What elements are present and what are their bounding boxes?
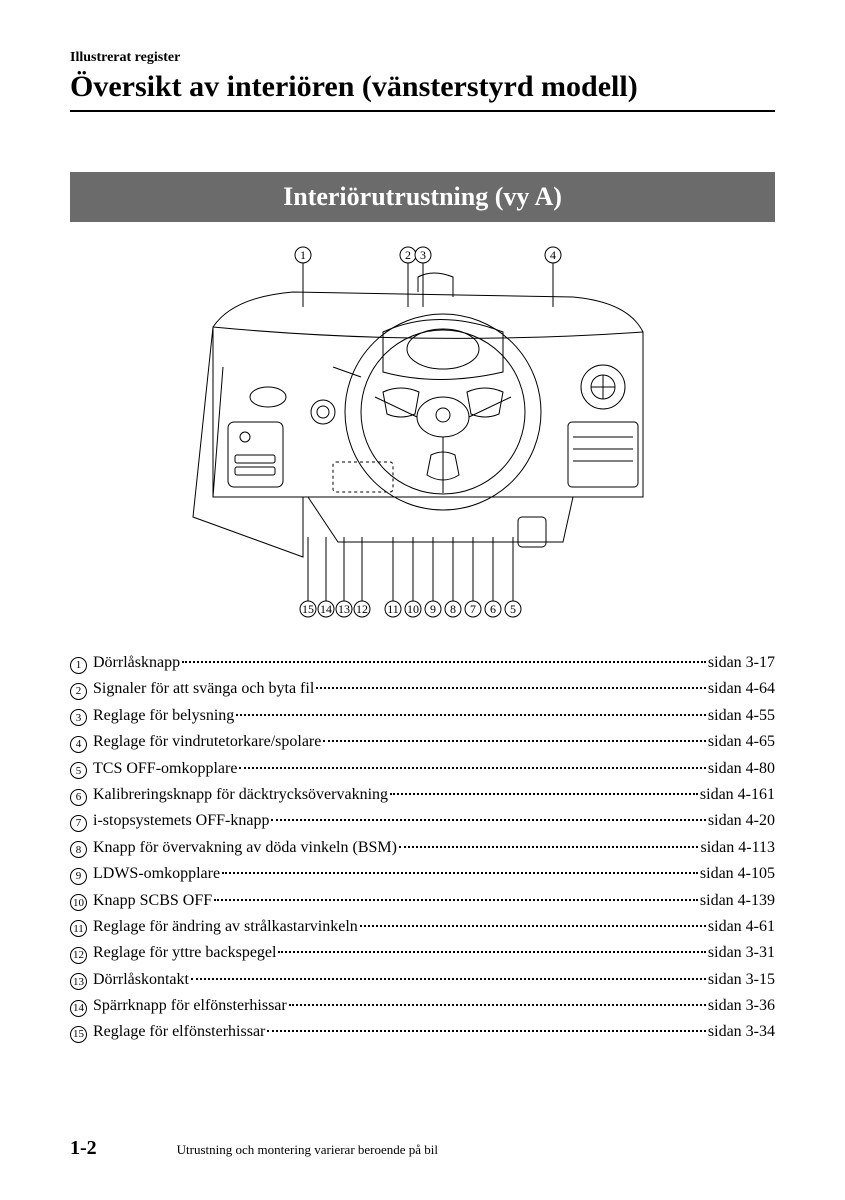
legend-page-ref: sidan 4-80 [708,756,775,782]
legend-label: TCS OFF-omkopplare [93,756,237,782]
legend-number: 11 [70,920,87,937]
legend-row: 2 Signaler för att svänga och byta fil sid… [70,676,775,702]
legend-page-ref: sidan 3-31 [708,940,775,966]
legend-label: Dörrlåsknapp [93,650,180,676]
legend-page-ref: sidan 3-36 [708,993,775,1019]
legend-number: 14 [70,1000,87,1017]
legend-row: 11 Reglage för ändring av strålkastarvink… [70,914,775,940]
svg-text:9: 9 [430,602,436,616]
legend-dots [222,872,698,874]
legend-number: 13 [70,973,87,990]
legend-dots [267,1030,706,1032]
legend-page-ref: sidan 4-65 [708,729,775,755]
legend-page-ref: sidan 4-105 [700,861,775,887]
legend-label: Kalibreringsknapp för däcktrycksövervakn… [93,782,388,808]
legend-number: 12 [70,947,87,964]
legend-dots [323,740,706,742]
svg-text:13: 13 [338,602,350,616]
legend-row: 8 Knapp för övervakning av döda vinkeln (… [70,835,775,861]
legend-dots [182,661,706,663]
legend-dots [278,951,705,953]
svg-text:7: 7 [470,602,476,616]
legend-number: 5 [70,762,87,779]
legend-page-ref: sidan 4-64 [708,676,775,702]
svg-text:4: 4 [550,248,556,262]
legend-dots [239,767,705,769]
legend-dots [236,714,706,716]
legend-row: 4 Reglage för vindrutetorkare/spolare sida… [70,729,775,755]
legend-row: 15 Reglage för elfönsterhissar sidan 3-34 [70,1019,775,1045]
svg-text:8: 8 [450,602,456,616]
legend-label: Reglage för yttre backspegel [93,940,276,966]
interior-diagram: 123415141312111098765 [70,232,775,632]
legend-label: Knapp SCBS OFF [93,888,212,914]
legend-number: 1 [70,657,87,674]
legend-number: 15 [70,1026,87,1043]
legend-list: 1 Dörrlåsknapp sidan 3-17 2 Signaler för att… [70,650,775,1046]
svg-text:1: 1 [300,248,306,262]
header-chapter: Illustrerat register [70,50,775,66]
svg-text:5: 5 [510,602,516,616]
legend-label: LDWS-omkopplare [93,861,220,887]
legend-page-ref: sidan 4-161 [700,782,775,808]
footer-page-number: 1-2 [70,1137,97,1160]
legend-page-ref: sidan 3-34 [708,1019,775,1045]
section-heading: Interiörutrustning (vy A) [70,172,775,222]
legend-page-ref: sidan 4-113 [700,835,775,861]
legend-row: 5 TCS OFF-omkopplare sidan 4-80 [70,756,775,782]
legend-label: Reglage för ändring av strålkastarvinkel… [93,914,358,940]
legend-number: 7 [70,815,87,832]
legend-row: 1 Dörrlåsknapp sidan 3-17 [70,650,775,676]
legend-label: i-stopsystemets OFF-knapp [93,808,269,834]
legend-page-ref: sidan 4-139 [700,888,775,914]
legend-label: Reglage för elfönsterhissar [93,1019,265,1045]
legend-number: 6 [70,789,87,806]
legend-page-ref: sidan 3-15 [708,967,775,993]
legend-page-ref: sidan 3-17 [708,650,775,676]
legend-dots [191,978,706,980]
legend-dots [214,899,698,901]
diagram-svg: 123415141312111098765 [173,237,673,627]
legend-page-ref: sidan 4-55 [708,703,775,729]
legend-page-ref: sidan 4-20 [708,808,775,834]
legend-row: 14 Spärrknapp för elfönsterhissar sidan 3-… [70,993,775,1019]
legend-label: Reglage för belysning [93,703,234,729]
legend-number: 9 [70,868,87,885]
legend-dots [316,687,706,689]
svg-text:10: 10 [407,602,419,616]
svg-text:2: 2 [405,248,411,262]
legend-row: 13 Dörrlåskontakt sidan 3-15 [70,967,775,993]
page-footer: 1-2 Utrustning och montering varierar be… [70,1137,775,1160]
svg-text:12: 12 [356,602,368,616]
legend-label: Reglage för vindrutetorkare/spolare [93,729,321,755]
legend-label: Spärrknapp för elfönsterhissar [93,993,287,1019]
svg-text:14: 14 [320,602,332,616]
legend-label: Signaler för att svänga och byta fil [93,676,314,702]
legend-dots [289,1004,706,1006]
legend-row: 3 Reglage för belysning sidan 4-55 [70,703,775,729]
legend-number: 4 [70,736,87,753]
legend-dots [360,925,706,927]
legend-page-ref: sidan 4-61 [708,914,775,940]
footer-note: Utrustning och montering varierar beroen… [177,1142,438,1158]
legend-number: 8 [70,841,87,858]
svg-text:6: 6 [490,602,496,616]
legend-label: Dörrlåskontakt [93,967,189,993]
legend-number: 3 [70,709,87,726]
legend-row: 12 Reglage för yttre backspegel sidan 3-31 [70,940,775,966]
svg-text:15: 15 [302,602,314,616]
legend-row: 6 Kalibreringsknapp för däcktrycksövervak… [70,782,775,808]
page-title: Översikt av interiören (vänsterstyrd mod… [70,70,775,112]
legend-row: 7 i-stopsystemets OFF-knapp sidan 4-20 [70,808,775,834]
legend-number: 2 [70,683,87,700]
legend-dots [271,819,705,821]
legend-dots [399,846,699,848]
legend-label: Knapp för övervakning av döda vinkeln (B… [93,835,397,861]
legend-dots [390,793,698,795]
legend-row: 10 Knapp SCBS OFF sidan 4-139 [70,888,775,914]
legend-row: 9 LDWS-omkopplare sidan 4-105 [70,861,775,887]
svg-text:3: 3 [420,248,426,262]
svg-text:11: 11 [387,602,399,616]
legend-number: 10 [70,894,87,911]
